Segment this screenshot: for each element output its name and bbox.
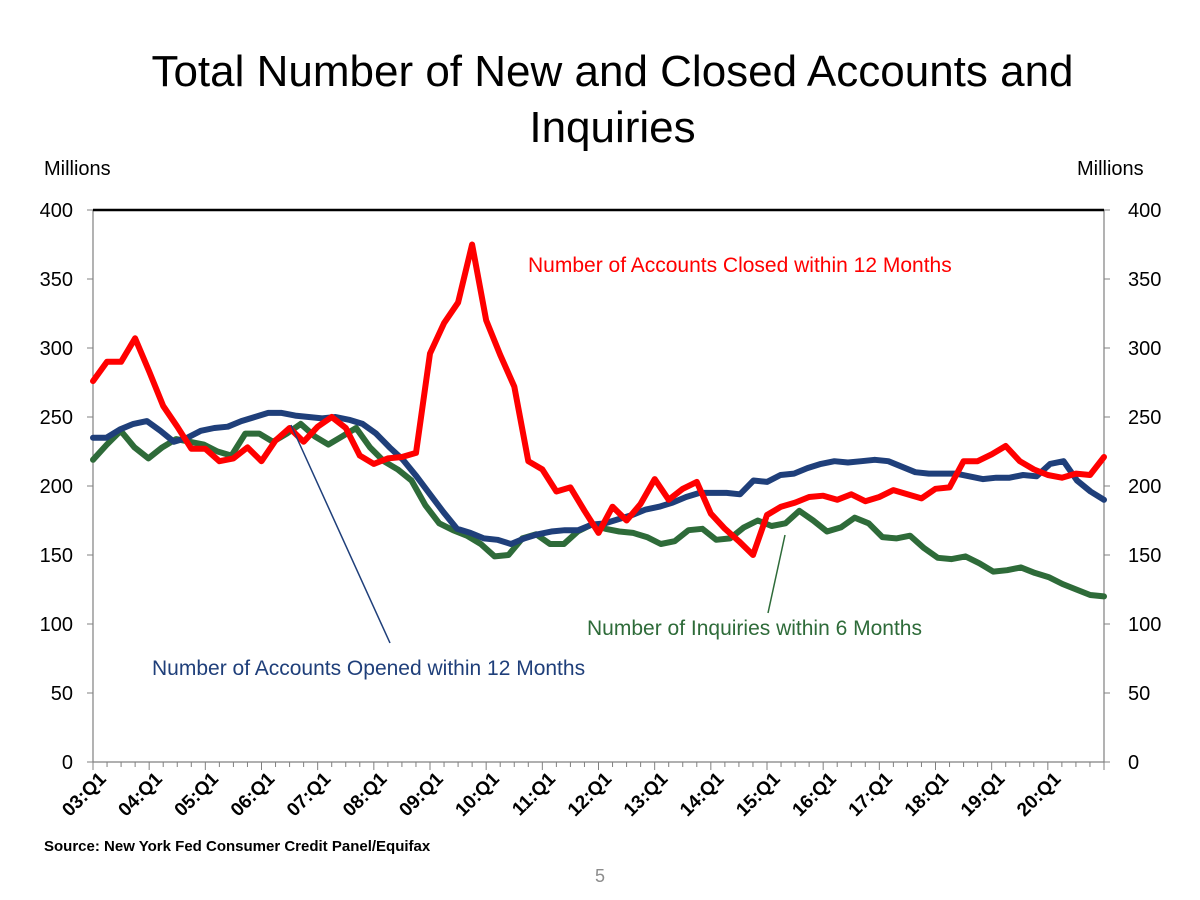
left-y-tick-label: 100 — [40, 614, 73, 636]
chart-title: Total Number of New and Closed Accounts … — [0, 44, 1200, 156]
x-tick-label: 06:Q1 — [227, 768, 279, 820]
x-tick-label: 20:Q1 — [1013, 768, 1065, 820]
right-y-tick-label: 100 — [1128, 614, 1161, 636]
right-y-tick-label: 300 — [1128, 338, 1161, 360]
left-y-tick-label: 0 — [62, 752, 73, 774]
left-y-tick-label: 50 — [51, 683, 73, 705]
right-axis-unit: Millions — [1077, 158, 1144, 180]
right-y-tick-label: 350 — [1128, 269, 1161, 291]
x-tick-label: 08:Q1 — [339, 768, 391, 820]
x-tick-label: 16:Q1 — [789, 768, 841, 820]
left-y-tick-label: 350 — [40, 269, 73, 291]
x-tick-label: 10:Q1 — [452, 768, 504, 820]
x-tick-label: 04:Q1 — [115, 768, 167, 820]
chart-axes: 0 0 50 50 100 100 150 150 200 200 250 250 300 300 350 3… — [40, 200, 1162, 821]
series-line-number-of-accounts-closed-within-12-months — [90, 241, 1107, 558]
x-tick-label: 12:Q1 — [564, 768, 616, 820]
x-tick-label: 19:Q1 — [957, 768, 1009, 820]
right-y-tick-label: 0 — [1128, 752, 1139, 774]
right-y-tick-label: 250 — [1128, 407, 1161, 429]
x-tick-label: 11:Q1 — [508, 768, 560, 820]
left-y-tick-label: 250 — [40, 407, 73, 429]
leader-line-inquiries — [767, 534, 786, 614]
right-y-tick-label: 150 — [1128, 545, 1161, 567]
left-y-tick-label: 200 — [40, 476, 73, 498]
left-y-tick-label: 300 — [40, 338, 73, 360]
chart-lines — [90, 241, 1107, 600]
series-line-number-of-accounts-opened-within-12-months — [90, 409, 1107, 547]
right-y-tick-label: 50 — [1128, 683, 1150, 705]
right-y-tick-label: 200 — [1128, 476, 1161, 498]
right-y-tick-label: 400 — [1128, 200, 1161, 222]
source-note: Source: New York Fed Consumer Credit Pan… — [44, 838, 431, 855]
chart-annotations: Number of Accounts Closed within 12 Mont… — [152, 254, 952, 680]
annotation-inquiries: Number of Inquiries within 6 Months — [587, 617, 922, 640]
x-tick-label: 18:Q1 — [901, 768, 953, 820]
page-number: 5 — [594, 866, 605, 886]
x-tick-label: 15:Q1 — [732, 768, 784, 820]
x-tick-label: 03:Q1 — [58, 768, 110, 820]
x-tick-label: 14:Q1 — [676, 768, 728, 820]
x-tick-label: 09:Q1 — [395, 768, 447, 820]
chart-title-line-1: Total Number of New and Closed Accounts … — [151, 47, 1074, 96]
left-axis-unit: Millions — [44, 158, 111, 180]
x-tick-label: 13:Q1 — [620, 768, 672, 820]
chart-title-line-2: Inquiries — [529, 103, 696, 152]
x-tick-label: 05:Q1 — [171, 768, 223, 820]
left-y-tick-label: 400 — [40, 200, 73, 222]
leader-line-opened — [290, 424, 391, 644]
annotation-accounts-closed: Number of Accounts Closed within 12 Mont… — [528, 254, 952, 277]
left-y-tick-label: 150 — [40, 545, 73, 567]
x-tick-label: 07:Q1 — [283, 768, 335, 820]
x-tick-label: 17:Q1 — [845, 768, 897, 820]
annotation-accounts-opened: Number of Accounts Opened within 12 Mont… — [152, 657, 585, 680]
